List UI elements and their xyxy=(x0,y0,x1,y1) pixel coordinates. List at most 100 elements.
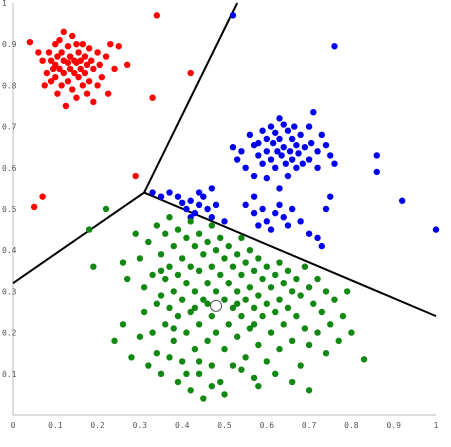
green-point xyxy=(259,275,266,283)
green-point xyxy=(212,329,220,336)
blue-point xyxy=(272,209,279,217)
green-point xyxy=(195,267,203,274)
blue-point xyxy=(280,144,287,151)
red-point xyxy=(94,49,101,56)
red-point xyxy=(30,203,38,211)
y-tick-label: 0.7 xyxy=(2,123,17,132)
green-point xyxy=(331,296,338,303)
blue-point xyxy=(179,199,186,207)
green-point xyxy=(174,226,182,233)
green-point xyxy=(195,230,203,237)
green-point xyxy=(166,304,173,312)
green-point xyxy=(174,271,182,279)
blue-point xyxy=(242,164,249,171)
green-point xyxy=(225,279,232,287)
green-point xyxy=(208,382,216,390)
green-point xyxy=(149,271,156,279)
y-tick-label: 0.5 xyxy=(2,205,17,214)
blue-point xyxy=(291,123,298,130)
blue-point xyxy=(272,164,279,171)
green-point xyxy=(221,391,228,398)
red-point xyxy=(107,41,114,48)
green-point xyxy=(276,259,283,266)
blue-point xyxy=(187,197,194,204)
green-point xyxy=(305,341,313,349)
blue-point xyxy=(297,131,304,139)
y-tick-label: 1 xyxy=(2,0,7,8)
red-point xyxy=(52,41,59,48)
green-point xyxy=(305,387,313,394)
blue-point xyxy=(250,209,258,217)
blue-point xyxy=(229,144,237,151)
green-point xyxy=(191,304,199,312)
green-point xyxy=(145,362,152,369)
blue-point xyxy=(263,174,270,182)
red-point xyxy=(45,49,53,56)
blue-point xyxy=(259,205,266,213)
y-tick-label: 0.3 xyxy=(2,287,17,296)
green-point xyxy=(200,296,207,303)
red-point xyxy=(66,53,74,60)
blue-point xyxy=(373,152,380,159)
green-point xyxy=(191,288,199,295)
green-point xyxy=(212,247,220,254)
blue-point xyxy=(267,123,275,130)
blue-point xyxy=(195,201,203,209)
x-tick-label: 1 xyxy=(434,421,439,430)
red-point xyxy=(75,73,82,81)
blue-point xyxy=(221,218,228,225)
green-point xyxy=(166,214,173,221)
red-point xyxy=(77,65,84,73)
green-point xyxy=(157,251,165,258)
green-point xyxy=(204,238,211,246)
red-point xyxy=(64,78,72,85)
boundary-line xyxy=(12,191,145,284)
red-point xyxy=(98,73,106,81)
x-tick-label: 0.1 xyxy=(48,421,63,430)
blue-point xyxy=(208,214,216,221)
green-point xyxy=(297,362,304,369)
green-point xyxy=(229,304,237,312)
red-point xyxy=(64,59,72,66)
green-point xyxy=(128,354,135,361)
red-point xyxy=(47,78,55,85)
red-point xyxy=(58,82,65,89)
blue-point xyxy=(157,193,165,200)
blue-point xyxy=(282,160,290,167)
red-point xyxy=(58,49,65,56)
green-point xyxy=(170,242,177,250)
red-point xyxy=(81,69,89,77)
blue-point xyxy=(293,141,300,149)
green-point xyxy=(360,356,368,363)
blue-point xyxy=(263,135,270,143)
red-point xyxy=(39,193,46,200)
red-point xyxy=(81,53,89,60)
x-tick-label: 0.4 xyxy=(175,421,190,430)
blue-point xyxy=(331,43,338,50)
green-point xyxy=(238,312,245,320)
green-point xyxy=(162,230,169,237)
green-point xyxy=(263,263,270,270)
green-point xyxy=(174,378,182,386)
boundary-line xyxy=(143,2,239,193)
green-point xyxy=(212,288,220,295)
green-point xyxy=(217,378,224,386)
green-point xyxy=(263,300,270,307)
green-point xyxy=(238,366,245,373)
blue-point xyxy=(286,148,294,155)
blue-point xyxy=(373,168,380,176)
green-point xyxy=(327,321,334,328)
red-point xyxy=(47,57,55,64)
red-point xyxy=(39,57,46,64)
blue-point xyxy=(305,230,313,237)
red-point xyxy=(88,57,95,64)
green-point xyxy=(174,312,182,320)
red-point xyxy=(56,36,63,44)
green-point xyxy=(255,382,262,390)
blue-point xyxy=(263,148,270,155)
green-point xyxy=(157,292,165,299)
red-point xyxy=(104,90,112,97)
red-point xyxy=(90,98,97,106)
green-point xyxy=(208,312,216,320)
blue-point xyxy=(212,201,220,209)
